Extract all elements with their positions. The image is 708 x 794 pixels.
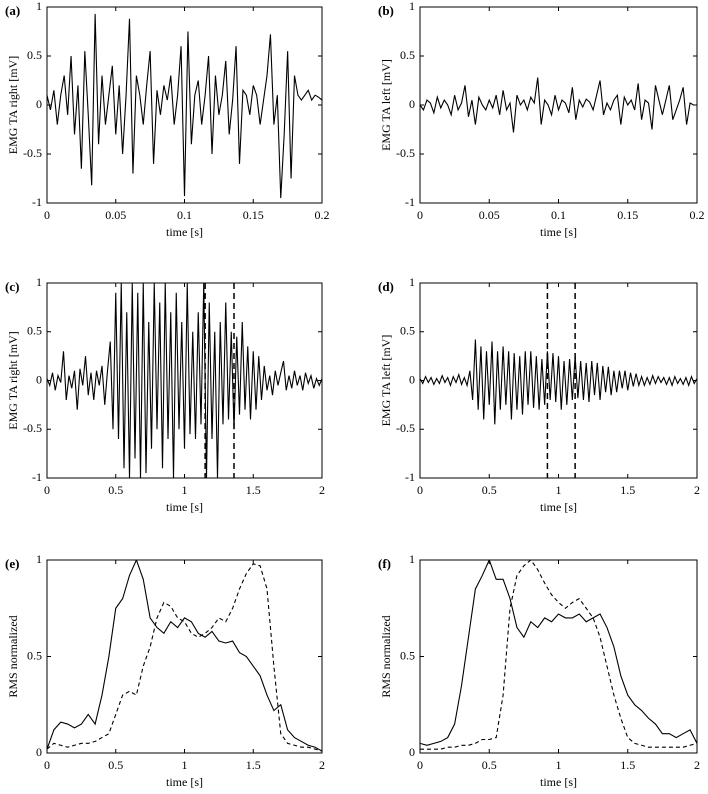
series-line	[47, 560, 322, 752]
y-tick-label: 0	[36, 372, 42, 386]
y-tick-label: 0.5	[27, 648, 42, 662]
x-tick-label: 0	[417, 758, 423, 772]
series-line	[420, 77, 697, 133]
x-tick-label: 0.1	[551, 208, 566, 222]
plot-frame	[46, 6, 323, 204]
x-tick-label: 1	[182, 483, 188, 497]
y-tick-label: -0.5	[23, 421, 42, 435]
x-tick-label: 0	[44, 208, 50, 222]
x-tick-label: 2	[694, 483, 700, 497]
panel-label: (e)	[5, 556, 19, 571]
x-axis-label: time [s]	[166, 225, 203, 239]
x-tick-label: 0	[44, 758, 50, 772]
series-line	[420, 560, 697, 750]
y-tick-label: 0	[409, 372, 415, 386]
y-tick-label: -1	[32, 470, 42, 484]
y-tick-label: 0	[409, 745, 415, 759]
x-tick-label: 0.15	[243, 208, 264, 222]
x-tick-label: 0.1	[177, 208, 192, 222]
y-tick-label: -0.5	[23, 146, 42, 160]
x-axis-label: time [s]	[540, 500, 577, 514]
y-tick-label: 0.5	[400, 324, 415, 338]
plot-frame	[419, 6, 698, 204]
panel-label: (f)	[378, 556, 391, 571]
x-axis-label: time [s]	[166, 500, 203, 514]
series-line	[47, 563, 322, 752]
plot-frame	[46, 559, 323, 754]
x-tick-label: 0.05	[105, 208, 126, 222]
series-line	[47, 283, 322, 478]
panel: (d) EMG TA left [mV] time [s] -1 -0.5 0 0.5 1 0 0…	[378, 275, 700, 514]
plot-frame	[46, 282, 323, 479]
y-tick-label: 0.5	[27, 48, 42, 62]
panel-label: (b)	[378, 3, 394, 18]
x-tick-label: 1.5	[620, 758, 635, 772]
y-axis-label: EMG TA left [mV]	[379, 335, 393, 427]
y-tick-label: -1	[32, 195, 42, 209]
y-tick-label: 1	[409, 0, 415, 13]
panel-label: (d)	[378, 279, 394, 294]
y-tick-label: -1	[405, 195, 415, 209]
x-tick-label: 2	[319, 483, 325, 497]
y-axis-label: EMG TA left [mV]	[379, 59, 393, 151]
panel-label: (c)	[5, 279, 19, 294]
x-tick-label: 0.2	[690, 208, 705, 222]
x-tick-label: 1.5	[620, 483, 635, 497]
series-line	[420, 339, 697, 425]
x-tick-label: 0.2	[315, 208, 330, 222]
x-tick-label: 0.5	[482, 758, 497, 772]
x-tick-label: 1.5	[246, 758, 261, 772]
y-tick-label: 0	[36, 745, 42, 759]
y-tick-label: 1	[36, 275, 42, 289]
x-tick-label: 0	[417, 483, 423, 497]
x-axis-label: time [s]	[166, 775, 203, 789]
x-tick-label: 0.5	[108, 483, 123, 497]
y-axis-label: EMG TA right [mV]	[6, 56, 20, 154]
x-tick-label: 0.05	[479, 208, 500, 222]
y-tick-label: 0.5	[27, 324, 42, 338]
x-tick-label: 2	[694, 758, 700, 772]
panel: (c) EMG TA right [mV] time [s] -1 -0.5 0 0.5 1 0…	[5, 275, 325, 514]
panel: (f) RMS normalized time [s] 0 0.5 1 0 0.5 1 1.5 2	[378, 552, 700, 789]
y-tick-label: 0.5	[400, 648, 415, 662]
series-line	[420, 560, 697, 746]
y-tick-label: 1	[36, 552, 42, 566]
x-tick-label: 0.5	[482, 483, 497, 497]
plot-frame	[419, 282, 698, 479]
panel: (a) EMG TA right [mV] time [s] -1 -0.5 0 0.5 1 0…	[5, 0, 330, 239]
x-tick-label: 0.5	[108, 758, 123, 772]
x-tick-label: 0	[44, 483, 50, 497]
y-axis-label: RMS normalized	[6, 615, 20, 697]
x-axis-label: time [s]	[540, 225, 577, 239]
x-tick-label: 1.5	[246, 483, 261, 497]
series-line	[47, 13, 322, 199]
y-tick-label: 0.5	[400, 48, 415, 62]
y-tick-label: -0.5	[396, 146, 415, 160]
panel: (e) RMS normalized time [s] 0 0.5 1 0 0.5 1 1.5 2	[5, 552, 325, 789]
x-tick-label: 1	[556, 483, 562, 497]
y-tick-label: 1	[36, 0, 42, 13]
y-tick-label: -1	[405, 470, 415, 484]
x-tick-label: 2	[319, 758, 325, 772]
y-tick-label: 1	[409, 552, 415, 566]
y-tick-label: -0.5	[396, 421, 415, 435]
x-tick-label: 1	[182, 758, 188, 772]
y-tick-label: 1	[409, 275, 415, 289]
y-tick-label: 0	[409, 97, 415, 111]
x-tick-label: 0.15	[617, 208, 638, 222]
y-axis-label: EMG TA right [mV]	[6, 331, 20, 429]
x-axis-label: time [s]	[540, 775, 577, 789]
x-tick-label: 1	[556, 758, 562, 772]
x-tick-label: 0	[417, 208, 423, 222]
plot-frame	[419, 559, 698, 754]
panel-label: (a)	[5, 3, 20, 18]
y-tick-label: 0	[36, 97, 42, 111]
panel: (b) EMG TA left [mV] time [s] -1 -0.5 0 0.5 1 0 0…	[378, 0, 705, 239]
y-axis-label: RMS normalized	[379, 615, 393, 697]
